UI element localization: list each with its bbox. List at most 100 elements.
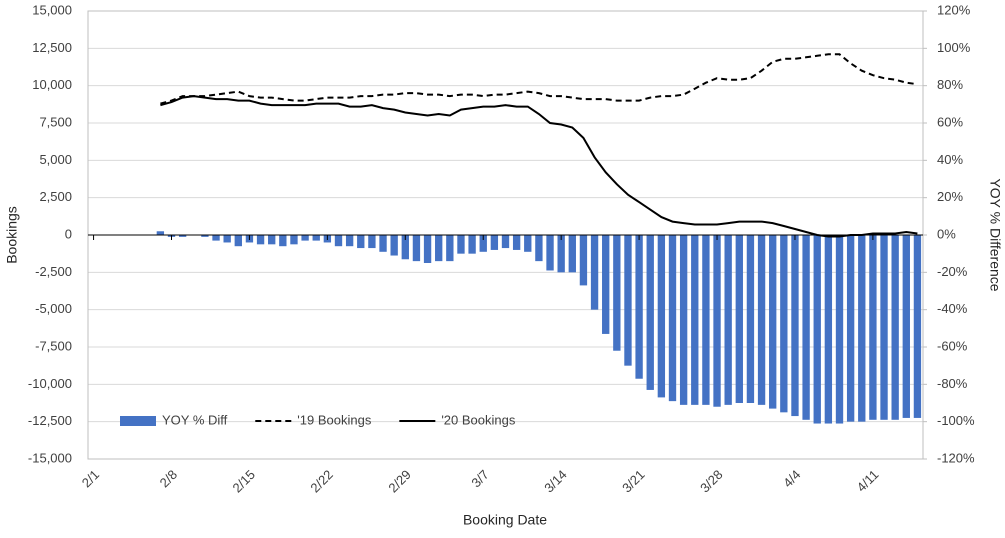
bar: [602, 235, 610, 334]
bar: [301, 235, 309, 241]
y2-tick-label: 120%: [937, 2, 971, 17]
y2-tick-label: 20%: [937, 189, 963, 204]
bar: [846, 235, 855, 422]
x-tick-label: 2/15: [229, 467, 258, 496]
bar: [613, 235, 621, 351]
y2-tick-label: -120%: [937, 450, 975, 465]
bar: [457, 235, 465, 254]
y2-tick-label: -60%: [937, 338, 968, 353]
bar: [713, 235, 721, 407]
bar: [201, 235, 209, 237]
bar: [524, 235, 532, 252]
x-tick-label: 4/11: [854, 467, 882, 495]
bar: [902, 235, 910, 418]
bar: [769, 235, 777, 409]
bar: [212, 235, 220, 241]
y-tick-label: -2,500: [35, 264, 72, 279]
bar: [156, 231, 165, 235]
bar: [646, 235, 654, 390]
x-tick-label: 3/28: [697, 467, 726, 496]
bar: [724, 235, 732, 405]
y2-tick-label: 60%: [937, 114, 963, 129]
y-tick-label: 5,000: [39, 152, 72, 167]
y-tick-label: 10,000: [32, 77, 72, 92]
line-series: [160, 95, 918, 238]
bar: [913, 235, 922, 418]
bar: [657, 235, 666, 398]
bar: [256, 235, 265, 245]
bar: [757, 235, 766, 405]
legend-label: '19 Bookings: [297, 412, 372, 427]
bar: [446, 235, 454, 262]
bar: [423, 235, 432, 263]
y2-tick-label: 80%: [937, 77, 963, 92]
bar: [780, 235, 788, 413]
bar: [178, 235, 187, 237]
x-tick-label: 4/4: [780, 467, 803, 490]
x-tick-label: 3/7: [468, 467, 491, 490]
bar: [590, 235, 599, 310]
bar: [290, 235, 298, 245]
bar: [702, 235, 710, 405]
bar: [802, 235, 810, 420]
y-tick-label: -10,000: [28, 376, 72, 391]
x-tick-label: 3/14: [541, 467, 570, 496]
y2-tick-label: -20%: [937, 264, 968, 279]
bar: [691, 235, 699, 405]
y-tick-label: -12,500: [28, 413, 72, 428]
y2-tick-label: 100%: [937, 40, 971, 55]
bar: [891, 235, 899, 420]
bar: [668, 235, 677, 402]
y-tick-label: -5,000: [35, 301, 72, 316]
bar: [390, 235, 398, 256]
bar: [412, 235, 421, 262]
bar: [579, 235, 588, 286]
bar: [345, 235, 354, 247]
y-tick-label: -7,500: [35, 338, 72, 353]
y-axis-title: Bookings: [4, 206, 20, 264]
legend-label: '20 Bookings: [441, 412, 516, 427]
x-tick-label: 2/22: [307, 467, 336, 496]
bar: [791, 235, 799, 417]
bar: [468, 235, 476, 254]
x-axis-title: Booking Date: [463, 512, 547, 528]
bar: [624, 235, 632, 366]
bar: [546, 235, 554, 271]
bar: [512, 235, 521, 250]
legend-label: YOY % Diff: [162, 412, 228, 427]
bar: [813, 235, 821, 424]
y2-axis-title: YOY % Difference: [987, 178, 1003, 291]
y2-tick-label: 40%: [937, 152, 963, 167]
bar: [535, 235, 543, 262]
bar: [401, 235, 409, 260]
y-tick-label: 2,500: [39, 189, 72, 204]
bar: [568, 235, 576, 273]
y2-tick-label: -80%: [937, 376, 968, 391]
bar: [435, 235, 443, 262]
bar: [824, 235, 833, 424]
bar: [635, 235, 643, 379]
y2-tick-label: -100%: [937, 413, 975, 428]
bar: [557, 235, 565, 273]
bar: [279, 235, 287, 247]
bar: [334, 235, 343, 247]
x-tick-label: 3/21: [619, 467, 648, 496]
bar: [268, 235, 276, 245]
x-tick-label: 2/8: [157, 467, 180, 490]
bar: [223, 235, 231, 243]
bar: [357, 235, 365, 249]
y-tick-label: 7,500: [39, 114, 72, 129]
y-tick-label: 0: [65, 226, 72, 241]
y2-tick-label: -40%: [937, 301, 968, 316]
bar: [490, 235, 499, 250]
bar: [368, 235, 376, 249]
y-tick-label: 12,500: [32, 40, 72, 55]
bar: [234, 235, 242, 247]
y2-tick-label: 0%: [937, 226, 956, 241]
legend-swatch: [120, 416, 156, 426]
bar: [835, 235, 844, 424]
bar: [312, 235, 320, 241]
bar: [869, 235, 877, 420]
